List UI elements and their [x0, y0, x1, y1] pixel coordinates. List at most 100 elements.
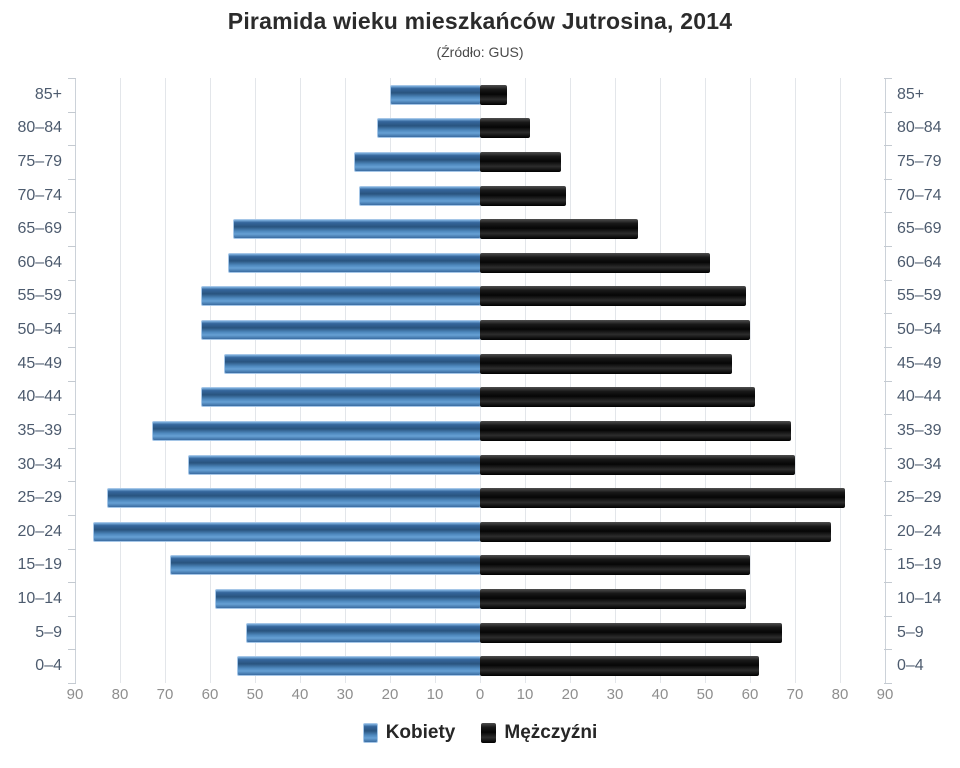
axis-tick — [68, 145, 76, 146]
axis-tick — [884, 683, 892, 684]
age-label-left: 75–79 — [17, 153, 63, 171]
age-label-right: 85+ — [897, 85, 925, 103]
bar-women-10–14 — [214, 588, 481, 609]
age-label-right: 15–19 — [897, 556, 942, 574]
bar-men-20–24 — [480, 521, 831, 542]
bar-men-30–34 — [480, 454, 795, 475]
axis-tick — [884, 414, 892, 415]
legend: Kobiety Mężczyźni — [0, 722, 960, 744]
age-label-right: 0–4 — [897, 657, 924, 675]
gridline — [840, 78, 841, 683]
legend-item-men: Mężczyźni — [481, 722, 597, 744]
axis-tick — [884, 280, 892, 281]
age-label-left: 80–84 — [17, 119, 63, 137]
age-label-right: 50–54 — [897, 321, 942, 339]
plot-area — [68, 78, 892, 684]
bar-women-55–59 — [201, 286, 481, 307]
x-axis-tick-label: 10 — [516, 686, 534, 703]
x-axis-tick-label: 50 — [246, 686, 264, 703]
bar-women-5–9 — [246, 622, 481, 643]
axis-tick — [884, 313, 892, 314]
chart-title: Piramida wieku mieszkańców Jutrosina, 20… — [227, 8, 733, 34]
bar-women-40–44 — [201, 387, 481, 408]
axis-tick — [68, 381, 76, 382]
bar-men-40–44 — [480, 387, 755, 408]
x-axis-tick-label: 30 — [606, 686, 624, 703]
bar-men-10–14 — [480, 588, 746, 609]
chart-subtitle: (Źródło: GUS) — [436, 44, 524, 60]
age-label-left: 50–54 — [17, 321, 63, 339]
axis-tick — [68, 414, 76, 415]
gridline — [345, 78, 346, 683]
x-axis-tick-label: 50 — [696, 686, 714, 703]
age-label-left: 10–14 — [17, 589, 63, 607]
gridline — [75, 78, 76, 683]
age-label-left: 85+ — [34, 85, 62, 103]
age-label-left: 55–59 — [17, 287, 63, 305]
x-axis-tick-label: 20 — [561, 686, 579, 703]
age-label-right: 55–59 — [897, 287, 942, 305]
age-label-right: 5–9 — [897, 623, 924, 641]
gridline — [390, 78, 391, 683]
axis-tick — [68, 515, 76, 516]
axis-tick — [68, 112, 76, 113]
gridline — [525, 78, 526, 683]
x-axis-tick-label: 80 — [831, 686, 849, 703]
bar-women-75–79 — [354, 152, 481, 173]
x-axis-tick-label: 90 — [66, 686, 84, 703]
gridline — [300, 78, 301, 683]
age-label-right: 10–14 — [897, 589, 942, 607]
gridline — [750, 78, 751, 683]
axis-tick — [884, 448, 892, 449]
bar-men-65–69 — [480, 219, 638, 240]
bar-women-45–49 — [223, 353, 481, 374]
axis-tick — [68, 582, 76, 583]
age-label-left: 35–39 — [17, 421, 63, 439]
axis-tick — [884, 145, 892, 146]
age-label-right: 80–84 — [897, 119, 942, 137]
age-label-right: 75–79 — [897, 153, 942, 171]
age-label-left: 60–64 — [17, 253, 63, 271]
age-label-right: 35–39 — [897, 421, 942, 439]
axis-tick — [68, 616, 76, 617]
axis-tick — [884, 582, 892, 583]
age-label-left: 70–74 — [17, 186, 63, 204]
age-label-left: 5–9 — [35, 623, 62, 641]
axis-tick — [884, 212, 892, 213]
bar-women-60–64 — [228, 252, 481, 273]
men-swatch-icon — [481, 723, 497, 743]
axis-tick — [884, 112, 892, 113]
gridline — [570, 78, 571, 683]
bar-women-35–39 — [151, 420, 481, 441]
gridline — [885, 78, 886, 683]
axis-tick — [68, 78, 76, 79]
bar-women-80–84 — [376, 118, 481, 139]
x-axis-tick-label: 30 — [336, 686, 354, 703]
gridline — [480, 78, 481, 683]
age-label-left: 40–44 — [17, 388, 63, 406]
x-axis-tick-label: 20 — [381, 686, 399, 703]
legend-women-label: Kobiety — [385, 722, 456, 743]
bar-men-55–59 — [480, 286, 746, 307]
age-label-left: 0–4 — [35, 657, 62, 675]
axis-tick — [68, 212, 76, 213]
age-label-right: 45–49 — [897, 354, 942, 372]
bar-men-85+ — [480, 84, 507, 105]
bar-men-80–84 — [480, 118, 530, 139]
axis-tick — [884, 246, 892, 247]
age-label-left: 65–69 — [17, 220, 63, 238]
age-label-left: 45–49 — [17, 354, 63, 372]
bar-women-70–74 — [358, 185, 481, 206]
axis-tick — [68, 649, 76, 650]
axis-tick — [68, 313, 76, 314]
axis-tick — [68, 347, 76, 348]
age-label-right: 20–24 — [897, 522, 942, 540]
bar-men-75–79 — [480, 152, 561, 173]
x-axis-tick-label: 40 — [651, 686, 669, 703]
bar-men-50–54 — [480, 320, 750, 341]
axis-tick — [68, 549, 76, 550]
axis-tick — [68, 179, 76, 180]
axis-tick — [68, 280, 76, 281]
age-label-right: 60–64 — [897, 253, 942, 271]
